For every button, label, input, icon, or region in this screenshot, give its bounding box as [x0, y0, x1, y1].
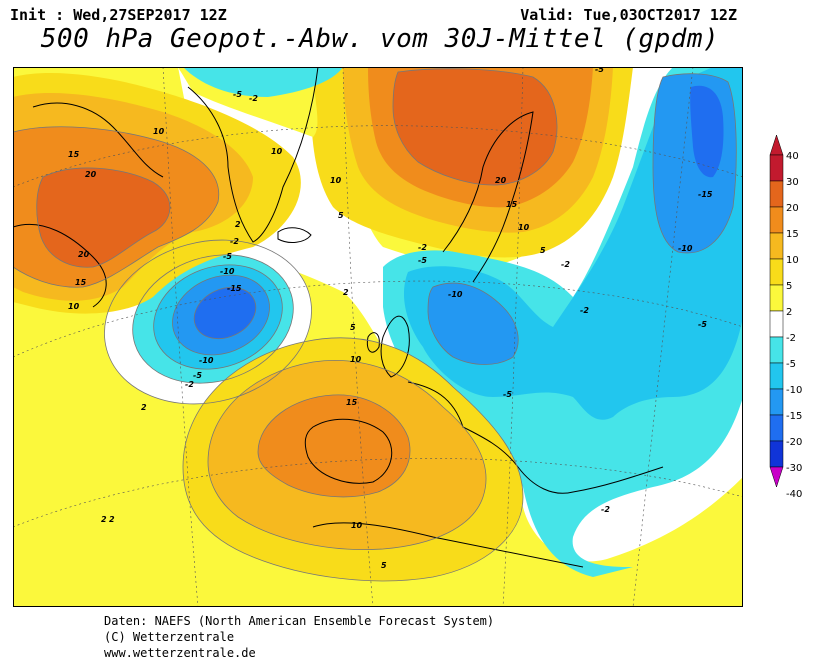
europe-low-10	[428, 283, 519, 365]
scale-arrow-bottom	[769, 466, 784, 488]
scale-label: 15	[786, 229, 799, 240]
scale-label: -40	[786, 489, 802, 500]
contour-label: -2	[601, 505, 610, 514]
contour-label: 2	[235, 220, 241, 229]
contour-label: 10	[271, 147, 283, 156]
scale-label: -2	[786, 333, 796, 344]
contour-label: -2	[580, 306, 589, 315]
contour-label: -5	[193, 371, 202, 380]
map-title: 500 hPa Geopot.-Abw. vom 30J-Mittel (gpd…	[40, 24, 720, 54]
scale-swatch	[769, 388, 784, 416]
scale-label: 20	[786, 203, 799, 214]
atlantic-low-15	[194, 287, 256, 339]
scale-label: 10	[786, 255, 799, 266]
contour-label: 20	[85, 170, 97, 179]
contour-label: -5	[595, 67, 604, 74]
graticule	[13, 67, 743, 607]
contour-label: 20	[495, 176, 507, 185]
contour-label: 15	[75, 278, 87, 287]
contour-label: 10	[153, 127, 165, 136]
contour-label: -5	[698, 320, 707, 329]
anomaly-map: 20 15 10 20 15 10 10 10 5 2 -5 -2 -5 -10…	[13, 67, 743, 607]
contour-label: 2	[109, 515, 115, 524]
contour-label: -5	[503, 390, 512, 399]
scale-label: -5	[786, 359, 796, 370]
arctic-high-20	[393, 68, 557, 185]
canada-high-20	[36, 167, 170, 268]
scale-label: 30	[786, 177, 799, 188]
contour-label: -2	[185, 380, 194, 389]
contour-label: -10	[678, 244, 693, 253]
contour-label: -5	[233, 90, 242, 99]
contour-label: 5	[381, 561, 387, 570]
footer-website: www.wetterzentrale.de	[104, 646, 256, 660]
contour-label: 10	[351, 521, 363, 530]
arctic-cyan-strip	[183, 67, 343, 97]
footer-credits: Daten: NAEFS (North American Ensemble Fo…	[104, 613, 494, 661]
contour-label: -2	[418, 243, 427, 252]
scale-label: -20	[786, 437, 802, 448]
contour-label: 20	[78, 250, 90, 259]
scale-swatch	[769, 180, 784, 208]
contour-label: 10	[350, 355, 362, 364]
contour-label: -15	[227, 284, 242, 293]
scale-swatch	[769, 310, 784, 338]
footer-data-source: Daten: NAEFS (North American Ensemble Fo…	[104, 614, 495, 628]
russia-low-15	[690, 85, 724, 178]
contour-lines	[13, 68, 737, 582]
scale-swatch	[769, 440, 784, 468]
scale-label: -10	[786, 385, 802, 396]
color-scale-legend: 40 30 20 15 10 5 2 -2 -5 -10 -15 -20 -30 -40	[769, 135, 802, 500]
scale-label: -15	[786, 411, 802, 422]
contour-label: 5	[350, 323, 356, 332]
scale-label: 40	[786, 151, 799, 162]
contour-labels: 20 15 10 20 15 10 10 10 5 2 -5 -2 -5 -10…	[68, 67, 713, 570]
footer-copyright: (C) Wetterzentrale	[104, 630, 235, 644]
contour-label: 10	[518, 223, 530, 232]
iberia-high-core	[307, 415, 374, 468]
contour-label: -10	[448, 290, 463, 299]
scale-swatch	[769, 232, 784, 260]
scale-swatch	[769, 284, 784, 312]
contour-label: 10	[68, 302, 80, 311]
contour-label: 15	[346, 398, 358, 407]
scale-swatch	[769, 206, 784, 234]
contour-label: 15	[68, 150, 80, 159]
valid-time-label: Valid: Tue,03OCT2017 12Z	[520, 6, 737, 24]
contour-label: 10	[330, 176, 342, 185]
init-time-label: Init : Wed,27SEP2017 12Z	[10, 6, 227, 24]
map-frame	[13, 67, 743, 607]
contour-label: 5	[338, 211, 344, 220]
contour-label: 5	[540, 246, 546, 255]
scale-label: -30	[786, 463, 802, 474]
scale-swatch	[769, 414, 784, 442]
contour-label: 15	[506, 200, 518, 209]
scale-swatch	[769, 154, 784, 182]
contour-label: 2	[343, 288, 349, 297]
scale-label: 2	[786, 307, 792, 318]
contour-label: -10	[220, 267, 235, 276]
contour-label: -5	[223, 252, 232, 261]
contour-label: -2	[561, 260, 570, 269]
scale-label: 5	[786, 281, 792, 292]
contour-label: 2	[101, 515, 107, 524]
contour-label: -2	[230, 237, 239, 246]
scale-swatch	[769, 258, 784, 286]
scale-swatch	[769, 336, 784, 364]
contour-label: -2	[249, 94, 258, 103]
scale-swatch	[769, 362, 784, 390]
contour-label: -15	[698, 190, 713, 199]
contour-label: -5	[418, 256, 427, 265]
contour-label: -10	[199, 356, 214, 365]
contour-label: 2	[141, 403, 147, 412]
scale-arrow-top	[769, 135, 784, 156]
